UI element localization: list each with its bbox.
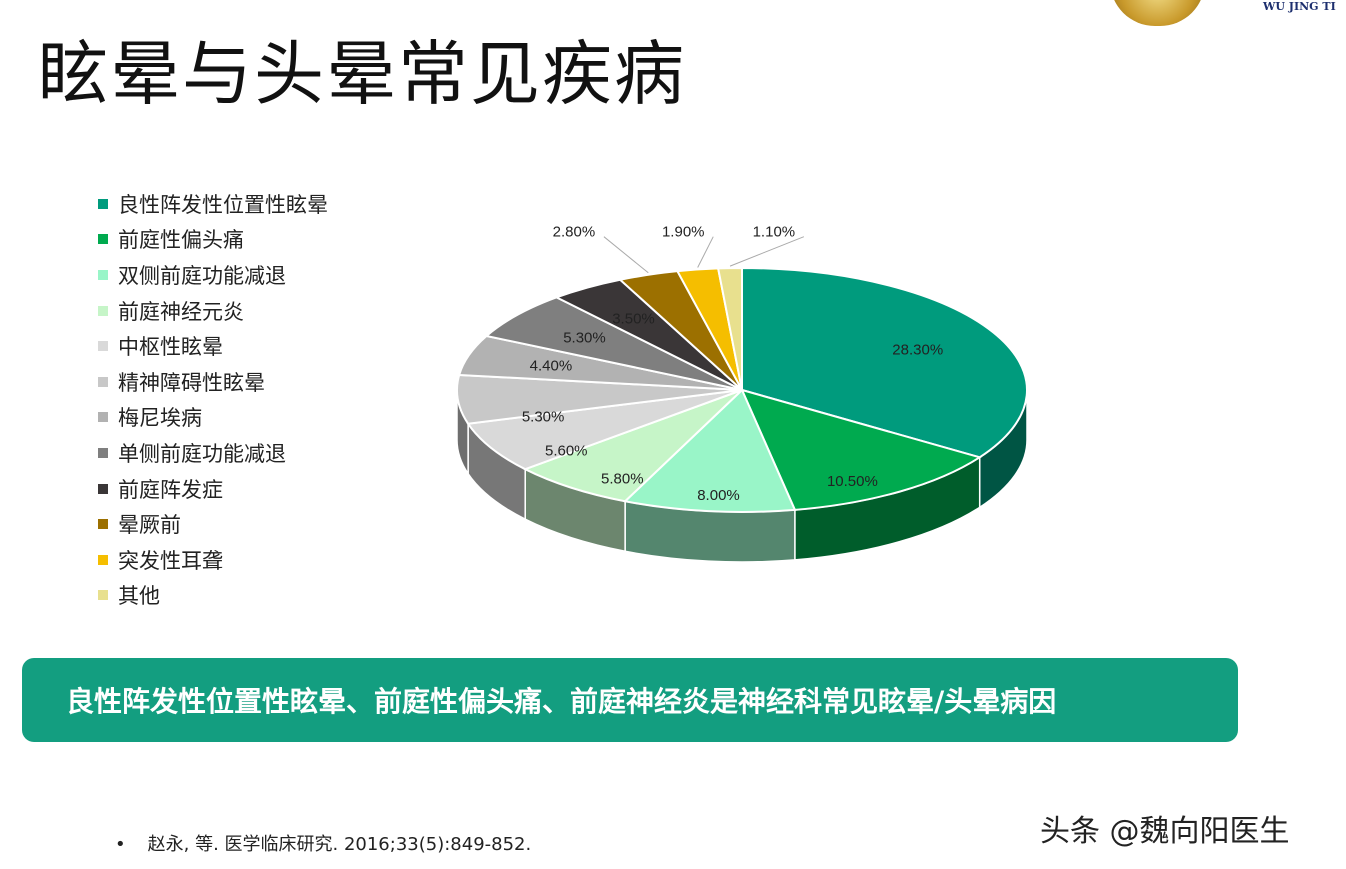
pie-slice bbox=[716, 266, 743, 391]
legend-swatch bbox=[98, 198, 108, 209]
data-label: 10.50% bbox=[827, 473, 878, 490]
legend-label: 梅尼埃病 bbox=[118, 406, 202, 431]
legend-item: 晕厥前 bbox=[98, 506, 328, 542]
legend-swatch bbox=[98, 376, 108, 387]
leader-line bbox=[697, 236, 714, 268]
legend-label: 双侧前庭功能减退 bbox=[118, 263, 286, 288]
data-label: 28.30% bbox=[892, 342, 943, 359]
legend-label: 突发性耳聋 bbox=[118, 548, 223, 573]
legend-item: 突发性耳聋 bbox=[98, 542, 328, 578]
legend-swatch bbox=[98, 341, 108, 352]
data-label: 4.40% bbox=[530, 357, 573, 374]
legend-item: 双侧前庭功能减退 bbox=[98, 257, 328, 293]
legend-swatch bbox=[98, 483, 108, 494]
data-label: 8.00% bbox=[697, 487, 740, 504]
legend-item: 良性阵发性位置性眩晕 bbox=[98, 186, 328, 222]
legend-label: 其他 bbox=[118, 584, 160, 609]
pie-slice bbox=[740, 388, 983, 511]
legend-item: 中枢性眩晕 bbox=[98, 328, 328, 364]
legend-label: 前庭阵发症 bbox=[118, 477, 223, 502]
summary-banner: 良性阵发性位置性眩晕、前庭性偏头痛、前庭神经炎是神经科常见眩晕/头晕病因 bbox=[22, 658, 1238, 742]
legend-label: 晕厥前 bbox=[118, 513, 181, 538]
legend-swatch bbox=[98, 519, 108, 530]
legend-item: 其他 bbox=[98, 578, 328, 614]
logo-text: WU JING TI bbox=[1263, 0, 1336, 13]
leader-line bbox=[603, 236, 649, 274]
legend-label: 良性阵发性位置性眩晕 bbox=[118, 192, 328, 217]
data-label: 1.10% bbox=[753, 224, 796, 241]
legend-label: 单侧前庭功能减退 bbox=[118, 441, 286, 466]
pie-slice bbox=[466, 389, 743, 471]
bullet: • bbox=[115, 834, 126, 855]
legend-swatch bbox=[98, 412, 108, 423]
leader-line bbox=[729, 236, 805, 267]
data-label: 5.30% bbox=[522, 409, 565, 426]
legend-swatch bbox=[98, 590, 108, 601]
pie-slice bbox=[622, 388, 797, 513]
legend-swatch bbox=[98, 554, 108, 565]
legend-item: 前庭性偏头痛 bbox=[98, 222, 328, 258]
data-label: 1.90% bbox=[662, 224, 705, 241]
data-label: 5.30% bbox=[563, 330, 606, 347]
watermark: 头条 @魏向阳医生 bbox=[1040, 814, 1290, 849]
citation-text: 赵永, 等. 医学临床研究. 2016;33(5):849-852. bbox=[147, 834, 532, 855]
legend-swatch bbox=[98, 305, 108, 316]
legend-item: 前庭阵发症 bbox=[98, 471, 328, 507]
data-label: 5.60% bbox=[545, 442, 588, 459]
chart-legend: 良性阵发性位置性眩晕 前庭性偏头痛双侧前庭功能减退 前庭神经元炎 中枢性眩晕精神障碍性… bbox=[98, 186, 328, 613]
legend-label: 中枢性眩晕 bbox=[118, 335, 223, 360]
legend-label: 前庭神经元炎 bbox=[118, 299, 244, 324]
data-label: 3.50% bbox=[612, 310, 655, 327]
legend-item: 梅尼埃病 bbox=[98, 400, 328, 436]
legend-swatch bbox=[98, 447, 108, 458]
data-label: 2.80% bbox=[553, 224, 596, 241]
citation: • 赵永, 等. 医学临床研究. 2016;33(5):849-852. bbox=[115, 830, 531, 856]
legend-item: 精神障碍性眩晕 bbox=[98, 364, 328, 400]
slide-title: 眩晕与头晕常见疾病 bbox=[38, 33, 686, 115]
legend-item: 前庭神经元炎 bbox=[98, 293, 328, 329]
data-label: 5.80% bbox=[601, 470, 644, 487]
legend-label: 前庭性偏头痛 bbox=[118, 228, 244, 253]
pie-slice bbox=[522, 389, 743, 503]
pie-slice bbox=[484, 296, 743, 391]
legend-item: 单侧前庭功能减退 bbox=[98, 435, 328, 471]
legend-swatch bbox=[98, 269, 108, 280]
legend-swatch bbox=[98, 234, 108, 245]
legend-label: 精神障碍性眩晕 bbox=[118, 370, 265, 395]
banner-text: 良性阵发性位置性眩晕、前庭性偏头痛、前庭神经炎是神经科常见眩晕/头晕病因 bbox=[66, 685, 1057, 718]
